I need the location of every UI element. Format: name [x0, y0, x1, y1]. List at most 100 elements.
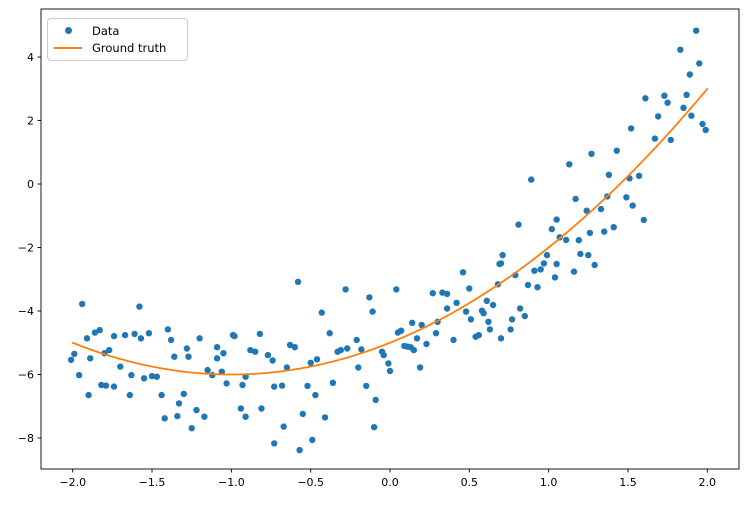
- data-point: [667, 136, 674, 144]
- data-point: [524, 281, 532, 289]
- data-point: [489, 301, 497, 309]
- data-point: [466, 285, 473, 292]
- y-tick-label: 2: [27, 114, 34, 127]
- data-point: [499, 251, 506, 259]
- data-point: [218, 368, 225, 375]
- data-point: [153, 373, 160, 380]
- data-point: [167, 336, 175, 344]
- data-point: [516, 305, 524, 312]
- data-point: [696, 60, 703, 67]
- data-point: [370, 424, 378, 431]
- legend: Data Ground truth: [47, 18, 188, 61]
- data-point: [220, 350, 227, 357]
- data-point: [613, 147, 620, 154]
- data-point: [294, 278, 302, 285]
- data-point: [497, 335, 505, 342]
- data-point: [553, 260, 560, 268]
- data-point: [353, 336, 360, 344]
- data-point: [280, 423, 287, 430]
- data-point: [453, 299, 460, 306]
- data-point: [71, 350, 78, 358]
- data-marker-icon: [64, 27, 72, 35]
- data-point: [271, 440, 278, 447]
- data-point: [443, 305, 451, 312]
- data-point: [237, 405, 245, 412]
- data-point: [85, 391, 92, 399]
- data-point: [67, 356, 75, 364]
- data-point: [321, 414, 329, 421]
- data-point: [269, 357, 276, 364]
- data-point: [528, 176, 535, 183]
- ground-truth-curve: [71, 87, 709, 376]
- x-tick-label: 2.0: [699, 476, 717, 489]
- data-point: [145, 330, 153, 337]
- data-point: [586, 229, 594, 237]
- data-point: [329, 379, 337, 386]
- data-point: [358, 346, 365, 353]
- x-tick-label: −1.0: [218, 476, 245, 489]
- data-point: [102, 382, 110, 389]
- data-point: [231, 332, 238, 340]
- data-point: [117, 363, 124, 370]
- data-point: [258, 405, 265, 412]
- data-point: [209, 371, 216, 379]
- data-point: [588, 150, 595, 157]
- data-point: [223, 380, 230, 387]
- data-point: [372, 396, 379, 404]
- data-point: [540, 260, 548, 267]
- data-point: [601, 228, 608, 235]
- data-point: [385, 360, 392, 367]
- data-point: [79, 300, 86, 308]
- data-point: [467, 316, 475, 323]
- data-point: [508, 316, 516, 323]
- data-point: [429, 290, 436, 297]
- data-point: [521, 312, 528, 320]
- data-point: [110, 332, 118, 340]
- x-tick-label: 1.5: [619, 476, 637, 489]
- data-point: [699, 120, 706, 128]
- data-point: [136, 303, 143, 310]
- data-point: [485, 318, 492, 325]
- data-point: [605, 171, 613, 178]
- data-point: [296, 446, 303, 454]
- data-point: [196, 335, 203, 342]
- data-point: [459, 269, 467, 276]
- data-point: [497, 260, 505, 267]
- x-tick-label: −2.0: [59, 476, 86, 489]
- data-point: [283, 364, 291, 371]
- data-point: [686, 71, 693, 78]
- data-point: [242, 413, 249, 420]
- y-tick-label: −8: [18, 432, 34, 445]
- data-point: [534, 284, 541, 291]
- data-point: [664, 99, 671, 106]
- legend-handle: [54, 27, 82, 35]
- data-point: [175, 400, 183, 407]
- data-point: [475, 331, 482, 339]
- data-point: [397, 327, 405, 334]
- data-point: [366, 294, 373, 301]
- data-point: [635, 172, 643, 179]
- data-point: [91, 329, 99, 336]
- y-tick-label: 0: [27, 178, 34, 191]
- data-point: [551, 274, 559, 281]
- data-point: [183, 345, 191, 352]
- legend-handle: [54, 47, 82, 50]
- data-point: [543, 251, 551, 259]
- data-point: [677, 46, 684, 53]
- data-point: [174, 412, 181, 420]
- data-point: [137, 335, 145, 342]
- data-point: [148, 372, 156, 380]
- data-point: [570, 268, 578, 275]
- data-point: [96, 326, 103, 334]
- data-point: [164, 326, 172, 333]
- data-point: [661, 92, 668, 99]
- data-point: [423, 340, 430, 348]
- y-tick-label: −6: [18, 368, 34, 381]
- data-point: [180, 390, 187, 398]
- data-point: [106, 346, 113, 354]
- data-point: [291, 344, 298, 351]
- data-point: [577, 250, 584, 258]
- x-tick-label: −0.5: [297, 476, 324, 489]
